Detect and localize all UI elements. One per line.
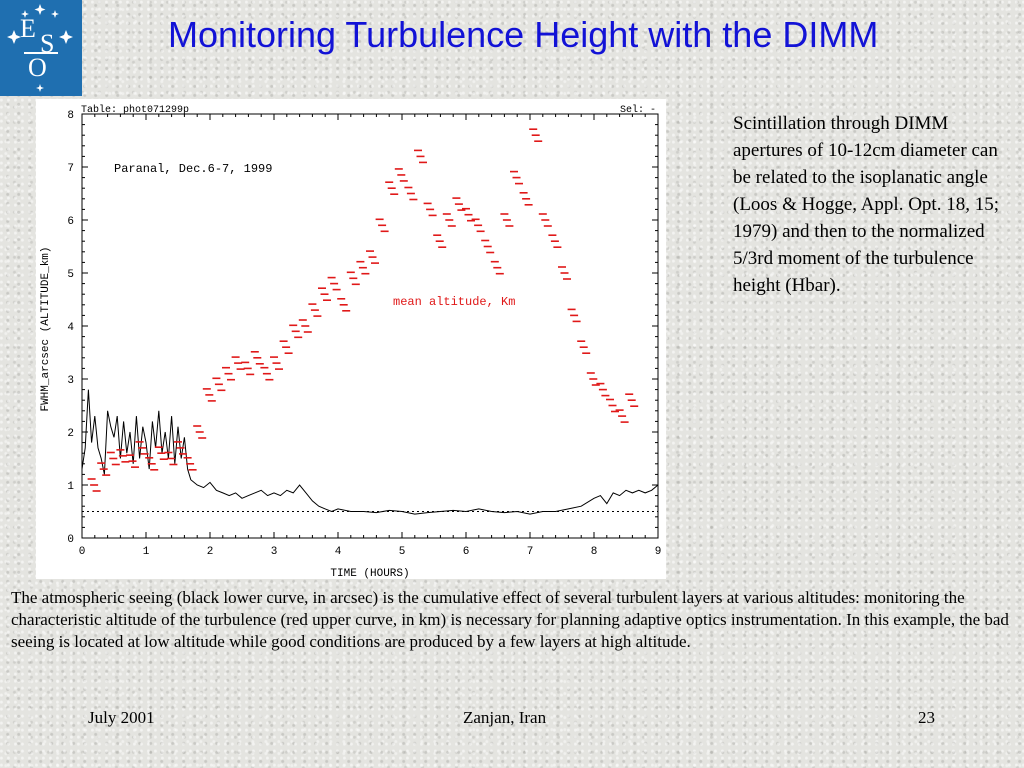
x-tick-label: 4 <box>335 546 342 558</box>
y-tick-label: 1 <box>67 481 74 493</box>
eso-logo-graphic: E S O <box>7 4 73 92</box>
eso-logo: E S O <box>0 0 82 96</box>
chart-header-left: Table: phot071299p <box>81 104 189 116</box>
slide-caption: The atmospheric seeing (black lower curv… <box>11 588 1009 651</box>
seeing-altitude-chart: 0 1 2 3 4 5 6 7 8 9 0 1 2 3 4 5 6 7 8 Table: phot071299p S… <box>36 99 666 579</box>
x-tick-label: 3 <box>271 546 278 558</box>
y-tick-label: 8 <box>67 110 74 122</box>
y-tick-label: 3 <box>67 375 74 387</box>
page-number: 23 <box>918 708 935 727</box>
svg-text:S: S <box>40 29 54 58</box>
x-tick-label: 7 <box>527 546 534 558</box>
x-tick-label: 6 <box>463 546 470 558</box>
svg-text:E: E <box>20 14 36 43</box>
chart-svg: 0 1 2 3 4 5 6 7 8 9 0 1 2 3 4 5 6 7 8 Table: phot071299p S… <box>40 104 662 579</box>
y-tick-label: 0 <box>67 534 74 546</box>
svg-text:O: O <box>28 53 47 82</box>
chart-header-right: Sel: - <box>620 104 656 116</box>
footer-date: July 2001 <box>88 708 155 727</box>
y-axis-label: FWHM_arcsec (ALTITUDE_km) <box>40 246 52 411</box>
footer-location: Zanjan, Iran <box>463 708 547 727</box>
y-tick-label: 2 <box>67 428 74 440</box>
series-label-altitude: mean altitude, Km <box>393 295 515 309</box>
x-tick-label: 5 <box>399 546 406 558</box>
altitude-series <box>87 128 639 492</box>
side-description: Scintillation through DIMM apertures of … <box>733 113 999 296</box>
x-tick-label: 1 <box>143 546 150 558</box>
x-tick-label: 9 <box>655 546 662 558</box>
plot-frame <box>81 113 659 539</box>
x-tick-label: 8 <box>591 546 598 558</box>
chart-annotation: Paranal, Dec.6-7, 1999 <box>114 162 272 176</box>
y-tick-label: 4 <box>67 322 74 334</box>
y-tick-label: 7 <box>67 163 74 175</box>
seeing-curve <box>81 389 659 515</box>
x-tick-label: 0 <box>79 546 86 558</box>
slide-title: Monitoring Turbulence Height with the DI… <box>168 14 879 55</box>
y-tick-label: 6 <box>67 216 74 228</box>
y-tick-label: 5 <box>67 269 74 281</box>
x-tick-label: 2 <box>207 546 214 558</box>
x-axis-label: TIME (HOURS) <box>330 568 409 579</box>
